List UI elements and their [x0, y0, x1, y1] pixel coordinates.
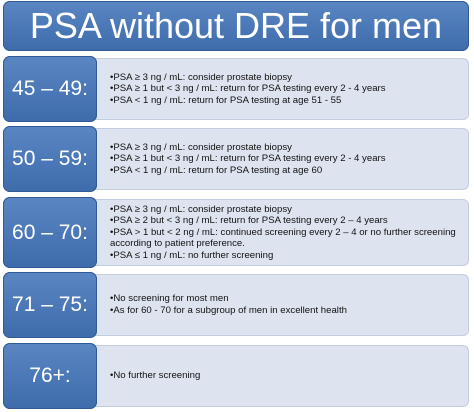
age-group-76-plus: 76+: •No further screening	[3, 343, 469, 409]
recommendation-item: •PSA ≥ 3 ng / mL: consider prostate biop…	[110, 203, 292, 215]
recommendation-panel: •PSA ≥ 3 ng / mL: consider prostate biop…	[91, 128, 469, 190]
age-label: 76+:	[3, 343, 97, 409]
recommendation-item: •PSA ≥ 1 but < 3 ng / mL: return for PSA…	[110, 83, 386, 95]
recommendation-item: •PSA ≥ 1 but < 3 ng / mL: return for PSA…	[110, 153, 386, 165]
recommendation-item: •PSA ≥ 3 ng / mL: consider prostate biop…	[110, 71, 292, 83]
recommendation-item: •PSA < 1 ng / mL: return for PSA testing…	[110, 94, 342, 106]
age-label: 50 – 59:	[3, 126, 97, 192]
recommendation-item: •PSA < 1 ng / mL: return for PSA testing…	[110, 164, 323, 176]
age-group-71-75: 71 – 75: •No screening for most men •As …	[3, 272, 469, 338]
age-label: 71 – 75:	[3, 272, 97, 338]
recommendation-item: •No further screening	[110, 370, 201, 382]
recommendation-panel: •PSA ≥ 3 ng / mL: consider prostate biop…	[91, 199, 469, 266]
recommendation-panel: •PSA ≥ 3 ng / mL: consider prostate biop…	[91, 58, 469, 120]
recommendation-item: •PSA ≥ 3 ng / mL: consider prostate biop…	[110, 141, 292, 153]
age-group-50-59: 50 – 59: •PSA ≥ 3 ng / mL: consider pros…	[3, 126, 469, 192]
recommendation-item: •PSA ≥ 2 but < 3 ng / mL: return for PSA…	[110, 215, 388, 227]
recommendation-item: •PSA > 1 but < 2 ng / mL: continued scre…	[110, 226, 456, 250]
recommendation-item: •No screening for most men	[110, 293, 229, 305]
recommendation-panel: •No further screening	[91, 345, 469, 407]
age-group-60-70: 60 – 70: •PSA ≥ 3 ng / mL: consider pros…	[3, 197, 469, 268]
age-group-45-49: 45 – 49: •PSA ≥ 3 ng / mL: consider pros…	[3, 56, 469, 122]
recommendation-panel: •No screening for most men •As for 60 - …	[91, 274, 469, 336]
title-banner: PSA without DRE for men aged:	[3, 1, 469, 96]
recommendation-item: •As for 60 - 70 for a subgroup of men in…	[110, 305, 347, 316]
age-label: 45 – 49:	[3, 56, 97, 122]
age-label: 60 – 70:	[3, 197, 97, 268]
recommendation-item: •PSA ≤ 1 ng / mL: no further screening	[110, 249, 274, 261]
